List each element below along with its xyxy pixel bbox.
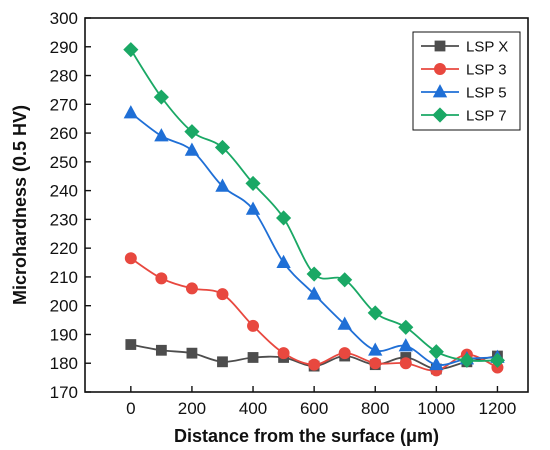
data-point: [216, 288, 229, 301]
legend: LSP X LSP 3 LSP 5 LSP 7: [412, 31, 521, 131]
plot-frame: [84, 17, 529, 393]
data-point: [214, 139, 231, 156]
data-point: [247, 319, 260, 332]
data-point: [276, 210, 292, 226]
legend-item: LSP 7: [421, 107, 507, 125]
y-axis-title: Microhardness (0.5 HV): [10, 105, 30, 305]
axis-ticks: 0 200 400 600 800 1000 1200 170 180 190 200 210 220 2…: [50, 9, 517, 418]
legend-label: LSP 7: [466, 108, 507, 125]
x-tick-label: 200: [178, 399, 206, 418]
data-point: [369, 357, 382, 370]
data-point: [429, 356, 444, 371]
data-point: [277, 347, 290, 360]
legend-swatch-marker: [432, 84, 448, 98]
data-point: [245, 175, 261, 191]
x-tick-label: 0: [126, 399, 135, 418]
legend-item: LSP X: [421, 39, 508, 56]
data-point: [184, 142, 200, 156]
legend-swatch-marker: [432, 107, 448, 123]
y-tick-label: 180: [50, 354, 78, 373]
data-point: [398, 319, 414, 335]
data-point: [155, 272, 168, 285]
data-point: [428, 344, 444, 360]
data-point: [184, 124, 200, 140]
x-axis-title: Distance from the surface (μm): [174, 426, 439, 446]
x-tick-label: 1000: [417, 399, 455, 418]
data-point: [368, 342, 383, 356]
data-point: [124, 252, 137, 265]
y-tick-label: 190: [50, 325, 78, 344]
data-point: [217, 356, 228, 368]
data-point: [459, 352, 475, 368]
data-point: [337, 272, 353, 288]
data-point: [338, 347, 351, 360]
legend-swatch-marker: [433, 63, 446, 76]
data-point: [308, 358, 321, 371]
data-point: [153, 89, 169, 105]
series-lsp-7: [123, 42, 506, 368]
data-point: [306, 286, 322, 300]
data-point: [489, 352, 506, 368]
data-point: [123, 105, 138, 119]
x-tick-label: 400: [239, 399, 267, 418]
y-tick-label: 280: [50, 67, 78, 86]
y-tick-label: 250: [50, 153, 78, 172]
data-point: [123, 42, 139, 58]
legend-swatch-marker: [434, 40, 446, 52]
y-tick-label: 260: [50, 124, 78, 143]
y-tick-label: 230: [50, 210, 78, 229]
plot-area: [123, 42, 506, 377]
x-tick-label: 600: [300, 399, 328, 418]
data-point: [337, 316, 352, 330]
data-point: [154, 128, 169, 142]
legend-label: LSP 5: [466, 85, 507, 102]
y-tick-label: 300: [50, 9, 78, 28]
data-point: [125, 339, 137, 350]
data-point: [185, 282, 198, 295]
data-point: [247, 352, 259, 363]
y-tick-label: 210: [50, 268, 78, 287]
x-tick-label: 800: [361, 399, 389, 418]
legend-item: LSP 5: [421, 84, 507, 102]
data-point: [306, 266, 322, 282]
y-tick-label: 220: [50, 239, 78, 258]
data-point: [155, 344, 167, 356]
y-tick-label: 270: [50, 95, 78, 114]
y-tick-label: 240: [50, 182, 78, 201]
y-tick-label: 170: [50, 383, 78, 402]
legend-label: LSP 3: [466, 62, 507, 79]
data-point: [399, 357, 412, 370]
data-point: [245, 201, 261, 215]
legend-item: LSP 3: [421, 62, 507, 79]
data-point: [186, 347, 198, 359]
series-lsp-3: [124, 252, 504, 377]
legend-box: [412, 31, 521, 131]
legend-label: LSP X: [466, 39, 508, 56]
data-point: [398, 338, 413, 352]
y-tick-label: 290: [50, 38, 78, 57]
x-tick-label: 1200: [479, 399, 517, 418]
data-point: [367, 305, 383, 321]
data-point: [276, 254, 291, 268]
y-tick-label: 200: [50, 297, 78, 316]
data-point: [215, 178, 230, 192]
